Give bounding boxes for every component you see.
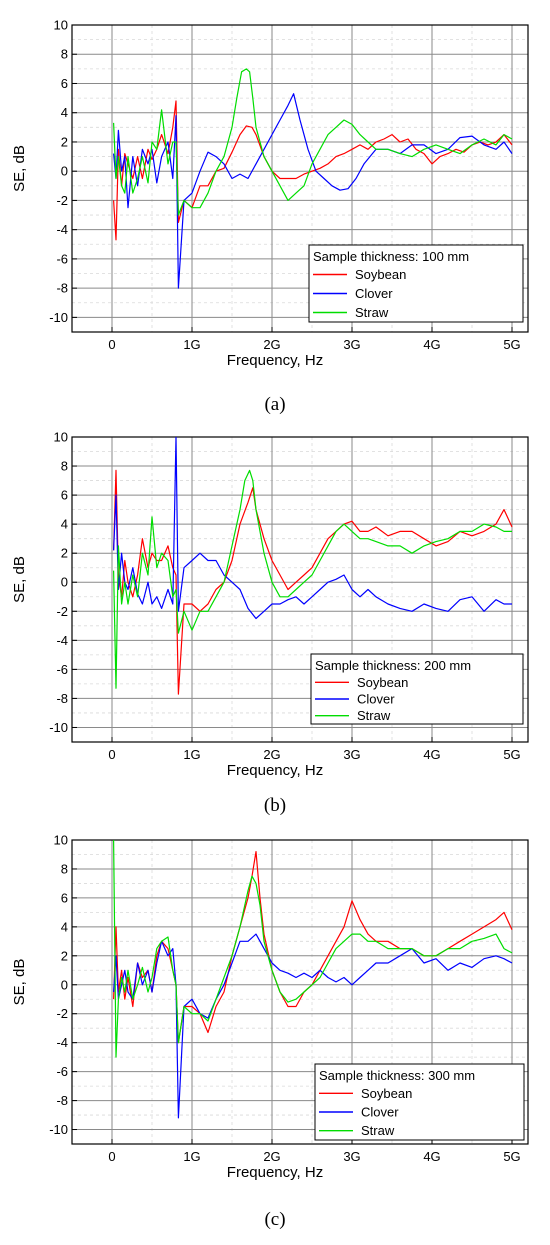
series-group	[113, 437, 513, 695]
y-tick-label: 0	[61, 575, 68, 590]
legend-entry-clover: Clover	[361, 1105, 399, 1120]
legend-entry-soybean: Soybean	[361, 1086, 412, 1101]
series-group	[113, 840, 513, 1119]
chart-panel-0: 0 1G 2G 3G 4G 5G 10 8 6 4 2 0 -2 -4 -6 -8 -10 Frequency, …	[11, 18, 529, 415]
y-tick-label: 4	[61, 919, 68, 934]
y-tick-label: 2	[61, 948, 68, 963]
series-group	[113, 68, 513, 289]
y-tick-label: -6	[56, 662, 68, 677]
legend: Sample thickness: 200 mm Soybean CloverStr…	[310, 653, 524, 725]
y-tick-label: -2	[56, 1006, 68, 1021]
y-tick-label: 6	[61, 488, 68, 503]
x-axis-label: Frequency, Hz	[227, 1164, 323, 1181]
x-tick-label: 5G	[503, 337, 520, 352]
x-tick-label: 5G	[503, 1149, 520, 1164]
plot-frame	[71, 24, 529, 333]
legend: Sample thickness: 100 mm Soybean Clover Str…	[308, 244, 524, 323]
y-tick-label: -8	[56, 691, 68, 706]
y-tick-label: -8	[56, 1093, 68, 1108]
y-tick-label: 2	[61, 134, 68, 149]
series-line-clover	[113, 933, 513, 1119]
legend-box	[314, 1063, 525, 1141]
x-tick-label: 2G	[263, 747, 280, 762]
series-line-clover	[113, 93, 513, 289]
x-tick-label: 4G	[423, 337, 440, 352]
y-tick-label: 6	[61, 76, 68, 91]
y-tick-label: 10	[54, 18, 68, 33]
x-tick-label: 3G	[343, 1149, 360, 1164]
legend-entry-straw: Straw	[361, 1123, 395, 1138]
x-tick-label: 2G	[263, 1149, 280, 1164]
legend-entry-clover: Clover	[355, 286, 393, 301]
y-tick-label: 10	[54, 430, 68, 445]
x-tick-label: 3G	[343, 337, 360, 352]
y-tick-label: 2	[61, 546, 68, 561]
chart-panel-1: 0 1G 2G 3G 4G 5G 10 8 6 4 2 0 -2 -4 -6 -8 -10 Frequency, …	[11, 430, 529, 816]
y-tick-label: 8	[61, 861, 68, 876]
panel-label: (b)	[264, 795, 286, 816]
x-axis-label: Frequency, Hz	[227, 762, 323, 779]
plot-frame	[71, 436, 529, 743]
x-tick-label: 3G	[343, 747, 360, 762]
series-line-straw	[113, 469, 512, 689]
legend-entry-clover: Clover	[357, 692, 395, 707]
y-tick-label: 0	[61, 977, 68, 992]
legend-entry-straw: Straw	[355, 305, 389, 320]
panel-label: (a)	[264, 394, 285, 415]
y-axis-label: SE, dB	[11, 145, 28, 192]
y-tick-label: 8	[61, 459, 68, 474]
series-line-straw	[113, 840, 513, 1058]
x-tick-label: 0	[108, 1149, 115, 1164]
legend-entry-soybean: Soybean	[355, 267, 406, 282]
series-line-clover	[113, 437, 512, 620]
y-tick-label: -10	[49, 310, 68, 325]
y-tick-label: -4	[56, 633, 68, 648]
y-tick-label: -4	[56, 1035, 68, 1050]
y-tick-label: 6	[61, 890, 68, 905]
x-axis-label: Frequency, Hz	[227, 352, 323, 369]
x-tick-label: 4G	[423, 747, 440, 762]
plot-frame	[71, 839, 529, 1145]
legend-title: Sample thickness: 300 mm	[319, 1068, 475, 1083]
y-tick-label: -4	[56, 222, 68, 237]
x-tick-label: 1G	[183, 1149, 200, 1164]
major-grid	[72, 839, 528, 1144]
series-line-straw	[113, 68, 513, 216]
y-tick-label: 4	[61, 517, 68, 532]
y-tick-label: 0	[61, 164, 68, 179]
y-axis-label: SE, dB	[11, 556, 28, 603]
x-tick-label: 0	[108, 747, 115, 762]
y-tick-label: -6	[56, 251, 68, 266]
legend-entry-straw: Straw	[357, 708, 391, 723]
y-tick-label: -2	[56, 604, 68, 619]
x-tick-label: 1G	[183, 337, 200, 352]
legend-box	[308, 244, 524, 323]
x-tick-label: 4G	[423, 1149, 440, 1164]
series-line-soybean	[113, 100, 513, 241]
y-tick-label: 10	[54, 833, 68, 848]
y-axis-label: SE, dB	[11, 959, 28, 1006]
x-tick-label: 0	[108, 337, 115, 352]
x-tick-label: 2G	[263, 337, 280, 352]
legend-title: Sample thickness: 100 mm	[313, 249, 469, 264]
x-tick-label: 5G	[503, 747, 520, 762]
legend-title: Sample thickness: 200 mm	[315, 658, 471, 673]
chart-panel-2: 0 1G 2G 3G 4G 5G 10 8 6 4 2 0 -2 -4 -6 -8 -10 Frequency, …	[11, 833, 529, 1230]
y-tick-label: -6	[56, 1064, 68, 1079]
y-tick-label: -2	[56, 193, 68, 208]
legend-box	[310, 653, 524, 725]
legend: Sample thickness: 300 mm Soybean Clover Str…	[314, 1063, 525, 1141]
panel-label: (c)	[264, 1209, 285, 1230]
y-tick-label: -10	[49, 720, 68, 735]
legend-entry-soybean: Soybean	[357, 675, 408, 690]
y-tick-label: 8	[61, 47, 68, 62]
y-tick-label: 4	[61, 105, 68, 120]
y-tick-label: -10	[49, 1122, 68, 1137]
x-tick-label: 1G	[183, 747, 200, 762]
y-tick-label: -8	[56, 281, 68, 296]
